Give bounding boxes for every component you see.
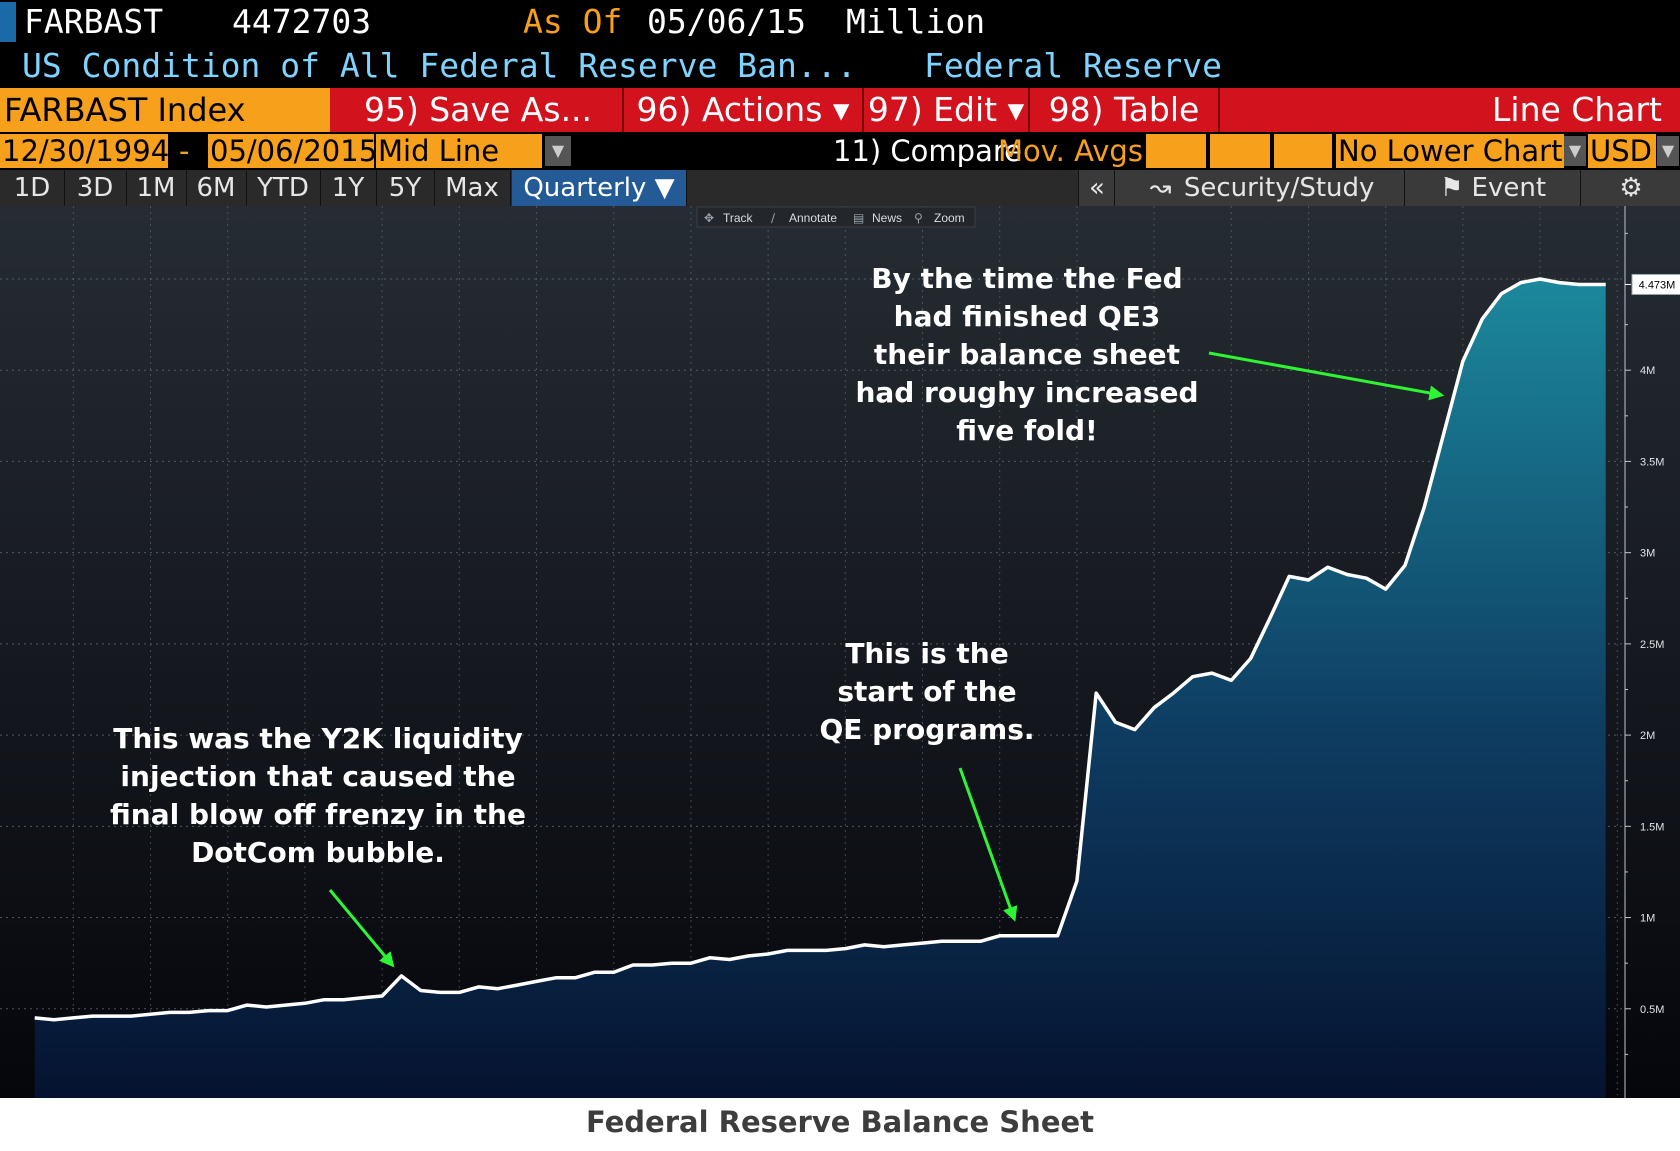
- annotation-text-line: final blow off frenzy in the: [110, 798, 526, 831]
- tab-quarterly[interactable]: Quarterly ▼: [512, 170, 687, 206]
- y-tick-label: 2.5M: [1640, 639, 1664, 651]
- mini-toolbar-frame: [696, 206, 976, 228]
- annotation-text-line: QE programs.: [820, 713, 1035, 746]
- edit-button[interactable]: 97) Edit ▾: [864, 88, 1030, 132]
- end-date-field[interactable]: 05/06/2015: [208, 134, 374, 168]
- y-axis: 0.5M 1M 1.5M 2M 2.5M 3M 3.5M 4M 4.473M: [1624, 206, 1680, 1098]
- track-icon: ✥: [704, 211, 714, 225]
- chart-study-icon: ↝: [1149, 173, 1172, 203]
- data-source: Federal Reserve: [924, 46, 1223, 85]
- save-as-button[interactable]: 95) Save As...: [334, 88, 624, 132]
- empty-field-3[interactable]: [1274, 134, 1332, 168]
- annotation-text-line: their balance sheet: [874, 338, 1180, 371]
- annotation-text-line: injection that caused the: [120, 760, 515, 793]
- annotation-text-line: This is the: [845, 637, 1008, 670]
- y-tick-label: 3.5M: [1640, 456, 1664, 468]
- annotation-text-line: had finished QE3: [894, 300, 1161, 333]
- units: Million: [846, 2, 986, 41]
- index-label[interactable]: FARBAST Index: [0, 88, 330, 132]
- series-line: [34, 277, 1606, 1022]
- empty-field-1[interactable]: [1146, 134, 1206, 168]
- annotate-button[interactable]: Annotate: [789, 211, 837, 225]
- annotations: This was the Y2K liquidity injection that…: [110, 262, 1445, 968]
- tab-max[interactable]: Max: [434, 170, 511, 206]
- ticker: FARBAST: [24, 2, 164, 41]
- start-date-field[interactable]: 12/30/1994: [0, 134, 168, 168]
- y-tick-label: 4M: [1640, 365, 1655, 377]
- chart-caption: Federal Reserve Balance Sheet: [585, 1105, 1095, 1139]
- last-value-label: 4.473M: [1639, 279, 1676, 291]
- line-style-dropdown-icon[interactable]: ▼: [545, 136, 571, 166]
- collapse-button[interactable]: «: [1078, 170, 1115, 206]
- period-bar: 1D 3D 1M 6M YTD 1Y 5Y Max Quarterly ▼ « …: [0, 170, 1680, 206]
- track-button[interactable]: Track: [723, 211, 754, 225]
- lower-chart-select[interactable]: No Lower Chart: [1336, 134, 1564, 168]
- actions-button[interactable]: 96) Actions ▾: [624, 88, 864, 132]
- tab-ytd[interactable]: YTD: [246, 170, 321, 206]
- table-button[interactable]: 98) Table: [1030, 88, 1220, 132]
- annotation-text-line: This was the Y2K liquidity: [113, 722, 523, 755]
- security-study-label: Security/Study: [1183, 173, 1375, 203]
- date-separator: -: [179, 134, 190, 168]
- security-study-button[interactable]: ↝ Security/Study: [1114, 170, 1405, 206]
- tab-1y[interactable]: 1Y: [320, 170, 377, 206]
- annotation-text-line: DotCom bubble.: [191, 836, 445, 869]
- annotation-qe-start: This is the start of the QE programs.: [820, 637, 1035, 922]
- empty-field-2[interactable]: [1210, 134, 1270, 168]
- news-button[interactable]: News: [872, 211, 902, 225]
- toolbar: FARBAST Index 95) Save As... 96) Actions…: [0, 88, 1680, 132]
- annotation-text-line: By the time the Fed: [871, 262, 1182, 295]
- as-of-label: As Of: [523, 2, 623, 41]
- mini-toolbar: ✥ Track ∕ Annotate ▤ News ⚲ Zoom: [696, 206, 976, 228]
- as-of-date: 05/06/15: [647, 2, 806, 41]
- annotation-arrow: [958, 767, 1018, 922]
- y-tick-label: 2M: [1640, 730, 1655, 742]
- header-accent: [0, 2, 16, 42]
- annotation-arrow: [1208, 351, 1445, 401]
- y-tick-label: 3M: [1640, 548, 1655, 560]
- currency-dropdown-icon[interactable]: ▼: [1657, 136, 1679, 166]
- annotation-text-line: five fold!: [956, 414, 1098, 447]
- zoom-icon: ⚲: [914, 211, 923, 225]
- y-tick-label: 0.5M: [1640, 1004, 1664, 1016]
- area-fill: [34, 279, 1606, 1098]
- tab-1d[interactable]: 1D: [0, 170, 65, 206]
- news-icon: ▤: [853, 211, 864, 225]
- tab-5y[interactable]: 5Y: [376, 170, 435, 206]
- security-header: FARBAST 4472703 As Of 05/06/15 Million: [0, 0, 1680, 44]
- y-tick-label: 1M: [1640, 913, 1655, 925]
- flag-icon: ⚑: [1439, 173, 1464, 203]
- lower-chart-dropdown-icon[interactable]: ▼: [1564, 136, 1586, 166]
- annotate-icon: ∕: [771, 211, 776, 225]
- last-value-box: [1631, 273, 1680, 295]
- zoom-button[interactable]: Zoom: [934, 211, 965, 225]
- mov-avgs-button[interactable]: Mov. Avgs: [998, 134, 1143, 168]
- security-description: US Condition of All Federal Reserve Ban.…: [22, 46, 857, 85]
- compare-button[interactable]: 11) Compare: [833, 134, 1022, 168]
- security-description-bar: US Condition of All Federal Reserve Ban.…: [0, 44, 1680, 88]
- annotation-arrow: [328, 889, 395, 968]
- tab-3d[interactable]: 3D: [64, 170, 127, 206]
- event-label: Event: [1471, 173, 1547, 203]
- annotation-qe3: By the time the Fed had finished QE3 their…: [855, 262, 1445, 447]
- annotation-text-line: had roughy increased: [855, 376, 1198, 409]
- gear-icon: ⚙: [1619, 173, 1643, 203]
- annotation-y2k: This was the Y2K liquidity injection that…: [110, 722, 526, 968]
- settings-button[interactable]: ⚙: [1580, 170, 1680, 206]
- last-value: 4472703: [232, 2, 372, 41]
- line-style-select[interactable]: Mid Line: [376, 134, 542, 168]
- tab-6m[interactable]: 6M: [186, 170, 247, 206]
- tab-1m[interactable]: 1M: [126, 170, 187, 206]
- chart-type-button[interactable]: Line Chart: [1220, 88, 1680, 132]
- currency-select[interactable]: USD: [1588, 134, 1656, 168]
- range-bar: 12/30/1994 - 05/06/2015 Mid Line ▼ 11) C…: [0, 132, 1680, 170]
- event-button[interactable]: ⚑ Event: [1404, 170, 1581, 206]
- y-tick-label: 1.5M: [1640, 821, 1664, 833]
- annotation-text-line: start of the: [837, 675, 1016, 708]
